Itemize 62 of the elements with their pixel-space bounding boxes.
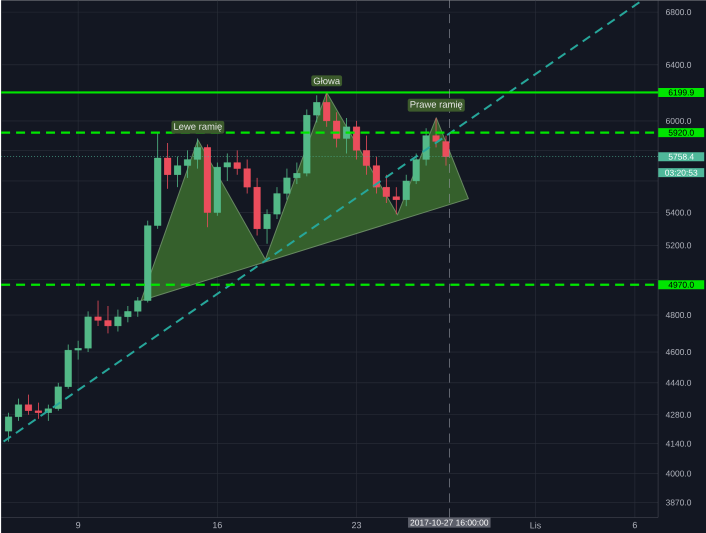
candlestick — [372, 156, 380, 194]
candlestick — [343, 117, 350, 154]
candlestick — [234, 150, 241, 175]
x-tick-label: 23 — [352, 522, 362, 528]
candlestick — [224, 152, 231, 182]
candlestick — [442, 134, 450, 166]
x-tick-label: 9 — [76, 522, 80, 528]
annotation: Głowa — [314, 77, 340, 84]
candlestick — [174, 156, 182, 188]
y-tick-label: 4140.0 — [666, 440, 692, 446]
candlestick — [184, 150, 192, 178]
candlestick — [164, 142, 172, 189]
y-tick-label: 6000.0 — [666, 118, 692, 124]
candlestick — [323, 92, 330, 127]
candlestick — [104, 305, 112, 334]
annotation: Prawe ramię — [410, 100, 462, 110]
y-tick-label: 6400.0 — [666, 62, 692, 68]
candlestick — [382, 174, 390, 204]
candlestick — [194, 138, 201, 169]
candlestick — [14, 398, 22, 422]
candlestick — [333, 112, 340, 148]
y-tick-label: 4800.0 — [666, 312, 692, 318]
y-tick-label: 5200.0 — [666, 242, 692, 248]
candlestick — [362, 134, 370, 175]
ref-line-label: 5920.0 — [668, 129, 694, 136]
ref-line-label: 2017-10-27 16:00:00 — [410, 519, 488, 526]
y-tick-label: 4440.0 — [666, 380, 692, 386]
candlestick — [264, 208, 271, 244]
candlestick — [313, 94, 320, 123]
y-tick-label: 3870.0 — [666, 499, 692, 506]
x-tick-label: Lis — [530, 522, 541, 528]
x-tick-label: 16 — [213, 522, 222, 528]
candlestick — [402, 174, 410, 206]
y-tick-label: 5400.0 — [666, 209, 692, 216]
y-tick-label: 4280.0 — [666, 412, 692, 418]
y-tick-label: 4600.0 — [666, 348, 692, 355]
candlestick — [124, 305, 132, 322]
candlestick — [293, 162, 300, 184]
candlestick — [244, 158, 251, 194]
candlestick — [5, 412, 12, 442]
candlestick — [392, 186, 400, 214]
candlestick — [114, 308, 122, 332]
candlestick — [24, 394, 32, 415]
candlestick — [422, 128, 430, 166]
candlestick — [54, 382, 62, 411]
candlestick — [74, 340, 82, 360]
candlestick — [34, 402, 42, 420]
candlestick — [352, 120, 360, 160]
candlestick — [273, 186, 281, 220]
annotation: Lewe ramię — [174, 122, 222, 132]
candlestick — [134, 296, 142, 318]
ref-line-label: 4970.0 — [668, 282, 694, 288]
text: 03:20:53 — [665, 169, 698, 176]
candlestick — [94, 300, 102, 326]
candlestick — [432, 117, 440, 148]
candlestick — [412, 152, 420, 184]
y-tick-label: 6800.0 — [666, 8, 692, 15]
x-tick-label: 6 — [632, 522, 637, 528]
y-tick-label: 4000.0 — [666, 470, 692, 476]
ref-line-label: 6199.9 — [668, 89, 694, 96]
candlestick — [283, 168, 290, 200]
ref-line-label: 5758.4 — [668, 153, 694, 160]
